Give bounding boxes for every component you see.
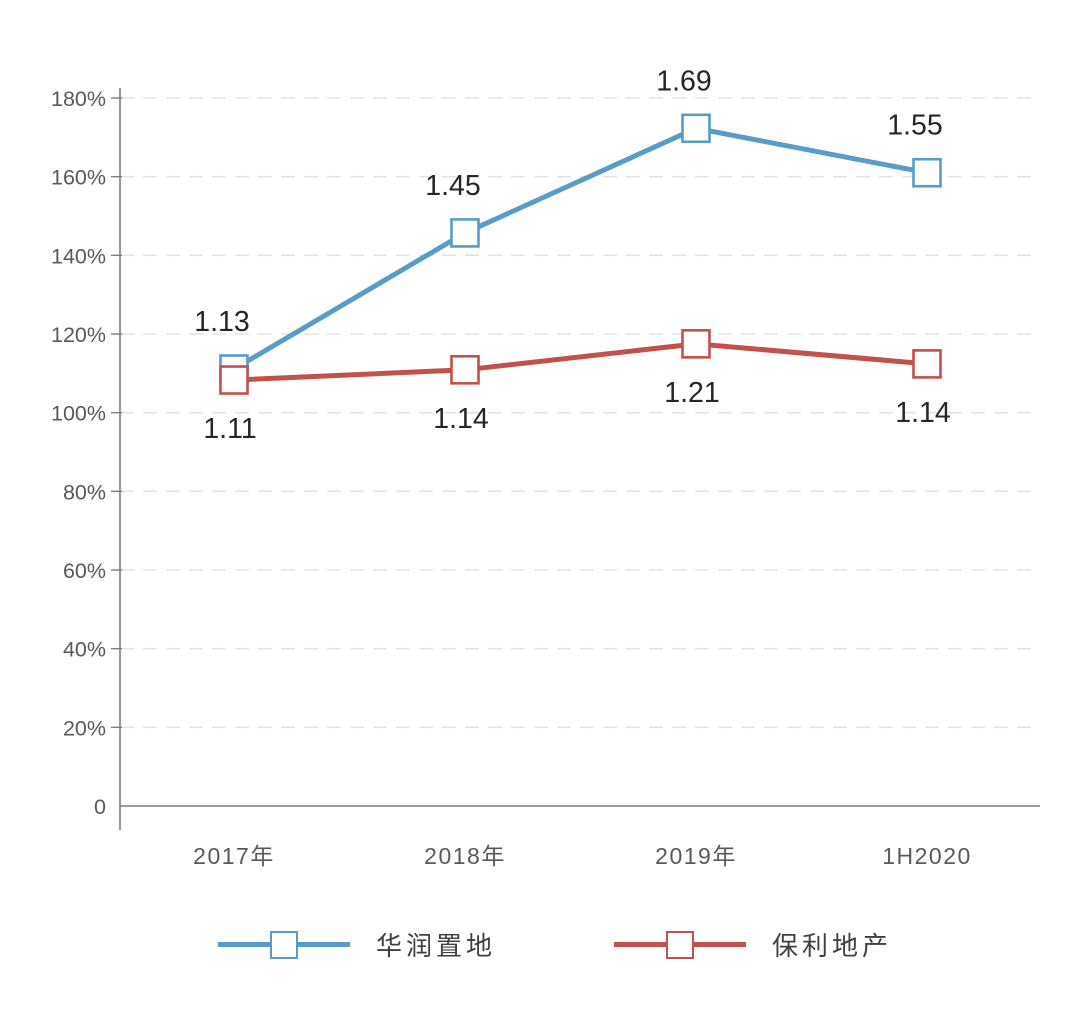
data-label: 1.21 [664,377,719,409]
legend-swatch-series-1 [614,930,746,959]
data-label: 1.45 [425,170,480,202]
line-chart-plot-area: 180% 160% 140% 120% 100% 80% 60% 40% 20% 0 2017年 20… [51,65,1040,869]
legend-item-series-1: 保利地产 [614,926,892,963]
y-axis-label: 40% [63,638,106,662]
y-axis-label: 20% [63,716,106,740]
legend-label-series-1: 保利地产 [772,931,893,961]
chart-legend: 华润置地 保利地产 [30,926,1080,963]
legend-item-series-0: 华润置地 [217,926,496,963]
series-line-0 [231,125,930,372]
legend-square-marker-icon [666,930,694,959]
y-axis-label: 120% [51,323,106,347]
x-axis-label: 2017年 [193,843,275,869]
data-label: 1.55 [887,110,942,142]
data-point-marker-icon [681,113,711,144]
x-axis-label: 2018年 [424,843,506,869]
y-axis-label: 180% [51,87,106,111]
data-label: 1.11 [203,413,256,445]
legend-square-marker-icon [269,930,298,959]
y-axis-label: 100% [51,402,106,426]
y-axis-label: 80% [63,480,106,504]
x-axis-label: 1H2020 [882,843,972,869]
y-axis-label: 140% [51,244,106,268]
data-point-marker-icon [681,329,711,359]
data-label: 1.14 [433,403,489,435]
data-label: 1.14 [895,397,951,429]
data-label: 1.13 [194,306,249,338]
series-line-1 [231,341,930,383]
legend-swatch-series-0 [217,930,350,959]
data-point-marker-icon [912,349,942,379]
y-axis-label: 0 [94,795,106,819]
data-point-marker-icon [912,157,942,188]
data-point-marker-icon [450,218,480,248]
x-axis-label: 2019年 [655,843,737,869]
legend-label-series-0: 华润置地 [375,931,496,961]
y-axis-label: 60% [63,559,106,583]
data-point-marker-icon [450,354,480,385]
y-axis-label: 160% [51,166,106,190]
data-point-marker-icon [219,365,249,395]
data-label: 1.69 [656,65,711,97]
